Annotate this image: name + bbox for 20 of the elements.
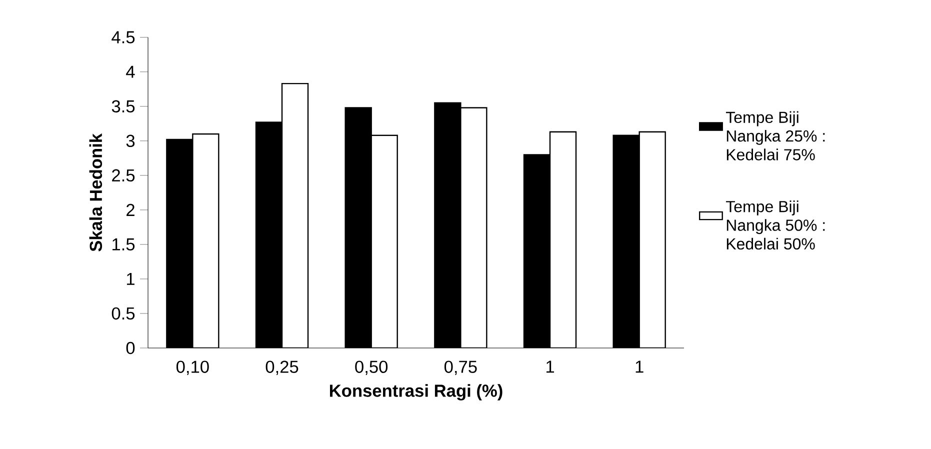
y-tick-label: 4	[126, 66, 135, 78]
y-tick-label: 0	[126, 342, 135, 354]
y-tick-label: 2.5	[112, 169, 135, 182]
y-tick-label: 4.5	[112, 31, 135, 44]
x-tick-label: 0,75	[444, 360, 477, 376]
x-tick-label: 0,25	[266, 360, 298, 376]
y-tick-label: 2	[126, 204, 134, 216]
y-tick-label: 0.5	[112, 307, 135, 320]
x-tick-label: 1	[636, 360, 644, 373]
y-tick-label: 1.5	[112, 238, 135, 250]
y-tick-label: 3.5	[112, 100, 135, 112]
x-tick-label: 1	[546, 360, 554, 373]
legend-label: Tempe Biji Nangka 50% : Kedelai 50%	[726, 200, 825, 250]
x-tick-label: 0,50	[355, 360, 388, 376]
legend-label: Tempe Biji Nangka 25% : Kedelai 75%	[726, 111, 825, 160]
x-tick-label: 0,10	[176, 360, 209, 376]
y-tick-label: 3	[126, 134, 135, 148]
y-tick-label: 1	[126, 272, 134, 285]
y-axis-title: Skala Hedonik	[89, 133, 102, 252]
x-axis-title: Konsentrasi Ragi (%)	[330, 384, 502, 400]
